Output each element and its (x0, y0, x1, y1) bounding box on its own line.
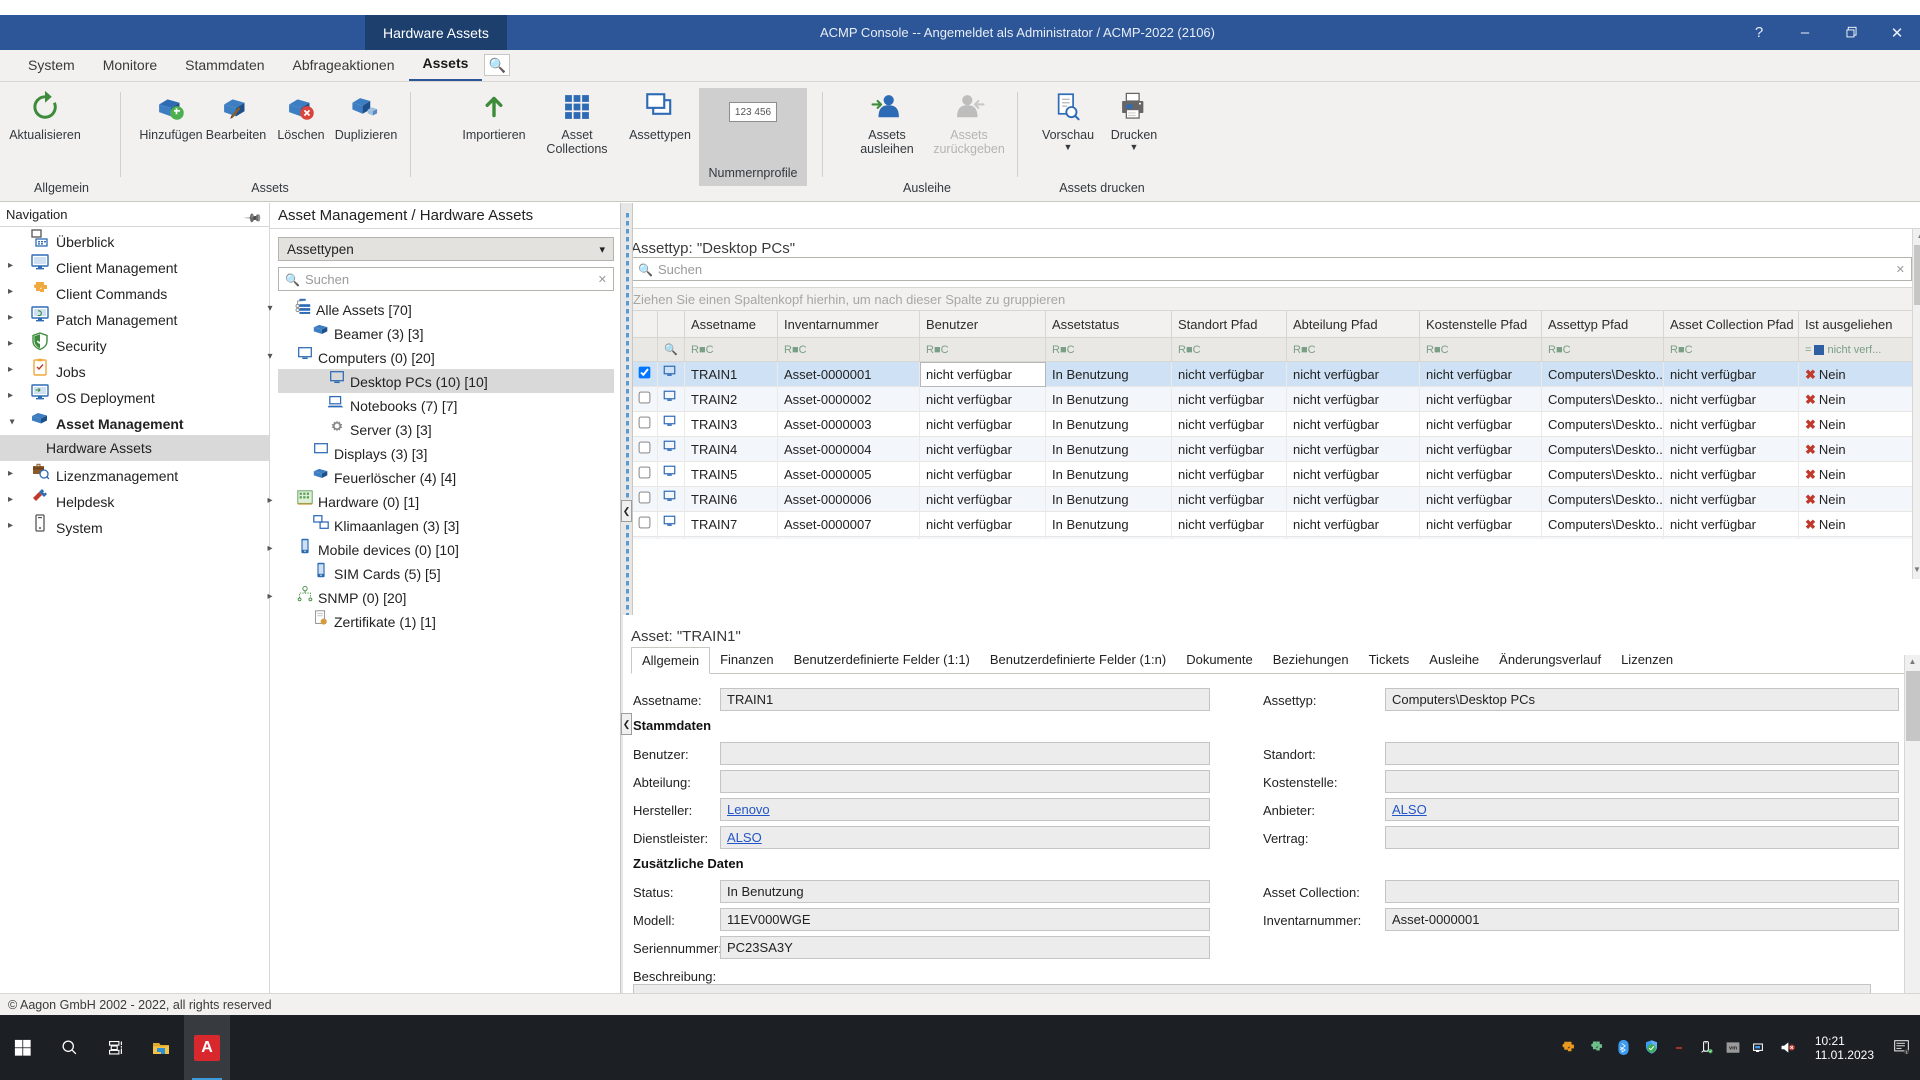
svg-text:vm: vm (1729, 1045, 1737, 1051)
svg-text:1: 1 (1906, 1051, 1908, 1055)
